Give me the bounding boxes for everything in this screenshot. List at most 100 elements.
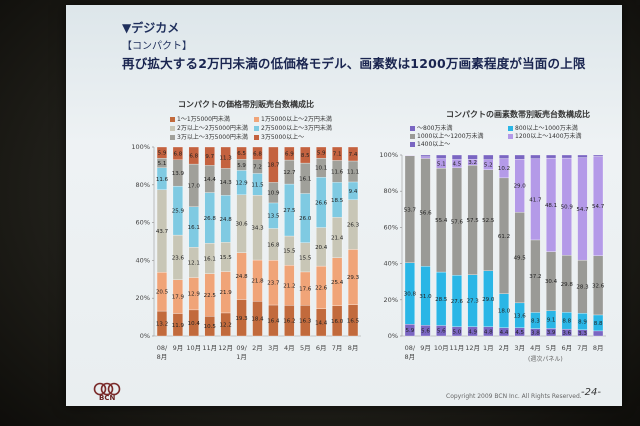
price-bar-segment	[188, 146, 199, 165]
pixels-xtick-label: 9月	[420, 344, 431, 352]
price-data-label: 11.3	[220, 156, 233, 162]
legend-price-1: 1万5000以上～2万円未満	[254, 114, 332, 123]
price-data-label: 13.2	[156, 322, 168, 328]
pixels-ytick-label: 100%	[379, 151, 398, 159]
page-number: -24-	[581, 387, 601, 398]
pixels-data-label: 5.6	[437, 329, 446, 335]
price-data-label: 15.5	[283, 249, 296, 255]
price-data-label: 6.8	[189, 154, 198, 160]
price-bar-segment	[284, 146, 295, 161]
pixels-data-label: 55.4	[435, 218, 448, 224]
slide-headline: 再び拡大する2万円未満の低価格モデル、画素数は1200万画素程度が当面の上限	[122, 56, 586, 71]
price-xtick-label: 10月	[186, 344, 201, 352]
price-bar-segment	[316, 146, 327, 159]
chart-title-pixels: コンパクトの画素数帯別販売台数構成比	[446, 110, 590, 119]
charts-canvas: 100% 80% 60% 40% 20% 0% 13.2 20.5 43.7 11.6 5.1 5.9…	[131, 143, 606, 361]
legend-swatch	[410, 126, 415, 131]
price-data-label: 6.9	[285, 152, 294, 158]
price-data-label: 8.5	[301, 153, 310, 159]
legend-swatch	[410, 134, 415, 139]
legend-label: 1400以上～	[417, 141, 451, 148]
price-data-label: 12.9	[188, 292, 201, 298]
logo-text: BCN	[99, 394, 116, 402]
pixels-data-label: 13.6	[514, 313, 527, 319]
legend-swatch	[508, 134, 513, 139]
price-bar-segment	[236, 146, 247, 160]
section-title: ▼デジカメ	[122, 21, 180, 35]
presentation-slide: ▼デジカメ 【コンパクト】 再び拡大する2万円未満の低価格モデル、画素数は120…	[66, 5, 622, 406]
legend-swatch	[254, 126, 259, 131]
price-xtick-label: 08/	[157, 344, 168, 352]
pixels-bar-segment	[546, 154, 557, 159]
legend-label: 2万以上～2万5000円未満	[177, 125, 248, 132]
legend-label: 1～1万5000円未満	[177, 116, 230, 123]
pixels-data-label: 54.7	[576, 207, 589, 213]
pixels-bar-segment	[483, 154, 494, 160]
price-data-label: 34.3	[251, 226, 264, 232]
pixels-data-label: 41.7	[529, 197, 542, 203]
price-ytick-label: 100%	[131, 143, 150, 151]
price-data-label: 21.4	[331, 236, 344, 242]
pixels-data-label: 54.7	[592, 204, 605, 210]
price-data-label: 5.9	[158, 151, 167, 157]
price-data-label: 20.4	[315, 245, 328, 251]
pixels-data-label: 9.1	[547, 318, 556, 324]
price-data-label: 11.6	[156, 177, 169, 183]
price-data-label: 6.8	[174, 151, 183, 157]
price-xtick-label: 8月	[157, 353, 168, 361]
legend-pixels-0: ～800万未満	[410, 123, 452, 132]
pixels-xtick-label: 11月	[450, 344, 465, 352]
price-data-label: 23.6	[172, 255, 185, 261]
price-data-label: 12.1	[188, 260, 200, 266]
pixels-xtick-label: 8月	[593, 344, 604, 352]
legend-pixels-4: 1400以上～	[410, 139, 450, 148]
pixels-data-label: 50.9	[561, 205, 574, 211]
price-data-label: 12.9	[235, 181, 248, 187]
pixels-data-label: 29.0	[514, 184, 527, 190]
price-data-label: 16.0	[331, 319, 344, 325]
price-data-label: 13.9	[172, 171, 185, 177]
pixels-data-label: 57.6	[451, 220, 464, 226]
pixels-bar-segment	[498, 154, 510, 159]
price-bar-segment	[204, 146, 215, 166]
price-data-label: 9.4	[349, 189, 358, 195]
legend-label: ～800万未満	[417, 125, 453, 132]
price-data-label: 19.3	[235, 316, 248, 322]
pixels-xtick-label: 3月	[514, 344, 525, 352]
price-data-label: 14.4	[204, 177, 217, 183]
pixels-xtick-label: 6月	[561, 344, 572, 352]
pixels-data-label: 31.0	[419, 294, 432, 300]
pixels-data-label: 8.8	[594, 321, 603, 327]
price-data-label: 11.5	[251, 182, 264, 188]
price-data-label: 16.3	[299, 319, 312, 325]
pixels-data-label: 5.6	[421, 329, 430, 335]
pixels-data-label: 28.3	[576, 285, 589, 291]
price-data-label: 30.6	[235, 222, 248, 228]
price-data-label: 17.0	[188, 183, 201, 189]
pixels-data-label: 5.9	[405, 328, 414, 334]
price-data-label: 11.1	[347, 169, 359, 175]
pixels-ytick-label: 80%	[384, 187, 398, 195]
legend-swatch	[410, 142, 415, 147]
price-xtick-label: 4月	[284, 344, 295, 352]
price-data-label: 21.8	[251, 279, 264, 285]
pixels-data-label: 18.0	[498, 309, 511, 315]
price-data-label: 23.7	[267, 281, 280, 287]
legend-label: 3万以上～3万5000円未満	[177, 134, 248, 141]
pixels-xtick-label: 8月	[405, 353, 416, 361]
price-bar-segment	[300, 146, 311, 164]
price-data-label: 29.3	[347, 275, 360, 281]
pixels-data-label: 48.1	[545, 203, 557, 209]
legend-swatch	[170, 117, 175, 122]
legend-price-4: 3万以上～3万5000円未満	[170, 132, 248, 141]
price-data-label: 10.5	[204, 324, 217, 330]
pixels-data-label: 5.2	[484, 163, 493, 169]
pixels-data-label: 57.5	[466, 218, 479, 224]
price-data-label: 20.5	[156, 290, 169, 296]
legend-price-0: 1～1万5000円未満	[170, 114, 230, 123]
pixels-data-label: 53.7	[404, 207, 417, 213]
pixels-ytick-label: 40%	[384, 260, 398, 268]
pixels-data-label: 3.6	[562, 331, 571, 337]
price-data-label: 16.1	[299, 176, 311, 182]
footer-copyright: Copyright 2009 BCN Inc. All Rights Reser…	[446, 393, 582, 400]
